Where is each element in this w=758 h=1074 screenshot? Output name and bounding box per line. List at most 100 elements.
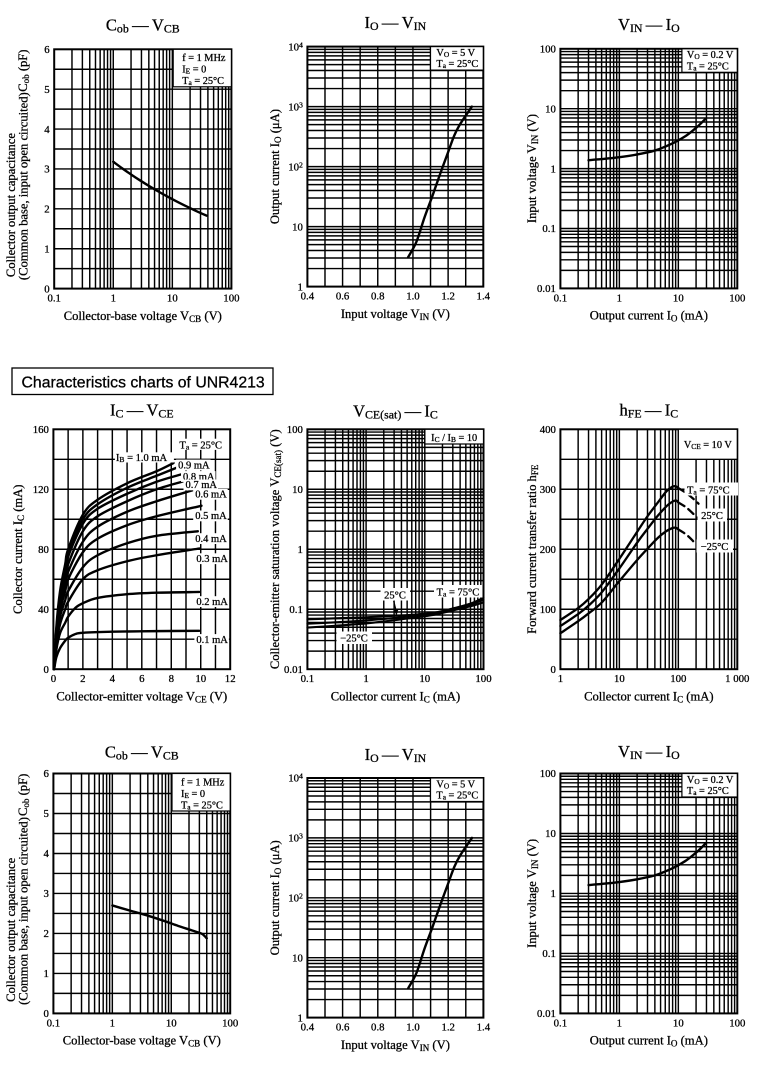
svg-text:5: 5 bbox=[43, 808, 48, 820]
svg-text:(Common base, input open circu: (Common base, input open circuited) bbox=[16, 92, 30, 280]
svg-text:100: 100 bbox=[222, 1017, 238, 1029]
svg-text:40: 40 bbox=[38, 604, 49, 616]
svg-text:IO — VIN: IO — VIN bbox=[365, 13, 427, 33]
svg-text:10: 10 bbox=[292, 484, 303, 496]
svg-text:VO = 5 V: VO = 5 V bbox=[436, 48, 475, 59]
svg-text:1: 1 bbox=[110, 1017, 115, 1029]
svg-text:3: 3 bbox=[44, 164, 49, 176]
svg-text:1: 1 bbox=[297, 544, 302, 556]
svg-text:hFE — IC: hFE — IC bbox=[620, 401, 679, 421]
svg-text:10: 10 bbox=[545, 828, 556, 840]
svg-text:100: 100 bbox=[223, 293, 239, 305]
svg-text:4: 4 bbox=[44, 124, 50, 136]
svg-text:120: 120 bbox=[33, 484, 49, 496]
svg-text:4: 4 bbox=[110, 673, 116, 685]
svg-text:10: 10 bbox=[292, 952, 303, 964]
svg-text:Forward current transfer ratio: Forward current transfer ratio hFE bbox=[525, 464, 540, 634]
svg-text:Collector-emitter voltage VCE: Collector-emitter voltage VCE (V) bbox=[56, 690, 227, 705]
svg-text:1: 1 bbox=[363, 673, 368, 685]
svg-text:Output current IO (μA): Output current IO (μA) bbox=[268, 840, 283, 955]
svg-text:6: 6 bbox=[139, 673, 145, 685]
svg-text:IC / IB = 10: IC / IB = 10 bbox=[431, 433, 477, 444]
svg-text:5: 5 bbox=[44, 84, 49, 96]
svg-text:100: 100 bbox=[670, 673, 686, 685]
svg-text:0.8: 0.8 bbox=[371, 291, 385, 303]
svg-text:0.9 mA: 0.9 mA bbox=[178, 460, 210, 471]
svg-text:300: 300 bbox=[540, 484, 556, 496]
svg-text:Output current IO (mA): Output current IO (mA) bbox=[590, 1034, 708, 1049]
svg-text:0.5 mA: 0.5 mA bbox=[195, 511, 227, 522]
svg-text:VIN — IO: VIN — IO bbox=[618, 15, 680, 35]
svg-text:2: 2 bbox=[43, 928, 48, 940]
svg-text:100: 100 bbox=[540, 768, 556, 780]
svg-text:0.6: 0.6 bbox=[336, 1022, 350, 1034]
svg-text:1.2: 1.2 bbox=[441, 291, 455, 303]
svg-text:100: 100 bbox=[475, 673, 491, 685]
svg-text:Collector output capacitance: Collector output capacitance bbox=[4, 133, 18, 277]
svg-text:−25°C: −25°C bbox=[340, 634, 368, 645]
svg-text:0.1: 0.1 bbox=[47, 293, 61, 305]
svg-text:10: 10 bbox=[419, 673, 430, 685]
svg-text:1.0: 1.0 bbox=[406, 1022, 420, 1034]
svg-text:10: 10 bbox=[292, 221, 303, 233]
svg-text:IO — VIN: IO — VIN bbox=[365, 745, 427, 765]
svg-text:160: 160 bbox=[33, 424, 49, 436]
svg-text:400: 400 bbox=[540, 424, 556, 436]
svg-text:VCE(sat) — IC: VCE(sat) — IC bbox=[353, 401, 438, 421]
svg-text:1: 1 bbox=[111, 293, 116, 305]
svg-text:6: 6 bbox=[44, 44, 50, 56]
svg-text:1: 1 bbox=[550, 163, 555, 175]
svg-text:8: 8 bbox=[169, 673, 174, 685]
svg-text:102: 102 bbox=[288, 160, 303, 173]
svg-text:Ta = 25°C: Ta = 25°C bbox=[687, 61, 729, 72]
svg-text:Collector current IC (mA): Collector current IC (mA) bbox=[331, 690, 461, 705]
svg-text:−25°C: −25°C bbox=[701, 542, 729, 553]
svg-text:0: 0 bbox=[550, 664, 555, 676]
svg-text:0.1: 0.1 bbox=[542, 948, 556, 960]
svg-text:Ta = 25°C: Ta = 25°C bbox=[436, 791, 478, 802]
svg-text:1: 1 bbox=[297, 1012, 302, 1024]
svg-text:10: 10 bbox=[673, 1017, 684, 1029]
svg-text:10: 10 bbox=[545, 103, 556, 115]
svg-text:Ta = 25°C: Ta = 25°C bbox=[181, 800, 223, 811]
svg-text:3: 3 bbox=[43, 888, 48, 900]
svg-text:0.4: 0.4 bbox=[301, 291, 315, 303]
svg-text:10: 10 bbox=[195, 673, 206, 685]
svg-text:100: 100 bbox=[540, 44, 556, 56]
svg-text:4: 4 bbox=[43, 848, 49, 860]
svg-text:0.1: 0.1 bbox=[289, 604, 303, 616]
svg-text:10: 10 bbox=[614, 673, 625, 685]
svg-text:Input voltage VIN (V): Input voltage VIN (V) bbox=[525, 114, 540, 223]
svg-text:Ta = 25°C: Ta = 25°C bbox=[182, 76, 224, 87]
svg-text:1 000: 1 000 bbox=[725, 673, 749, 685]
svg-text:0: 0 bbox=[51, 673, 56, 685]
svg-text:VCE = 10 V: VCE = 10 V bbox=[684, 440, 733, 451]
svg-text:0: 0 bbox=[44, 283, 49, 295]
svg-text:1.0: 1.0 bbox=[406, 291, 420, 303]
svg-text:104: 104 bbox=[288, 772, 303, 785]
svg-text:1.4: 1.4 bbox=[477, 291, 491, 303]
svg-text:Collector-base voltage VCB (: Collector-base voltage VCB (V) bbox=[64, 309, 222, 324]
svg-text:100: 100 bbox=[287, 424, 303, 436]
svg-text:Collector-base voltage VCB (: Collector-base voltage VCB (V) bbox=[63, 1034, 221, 1049]
svg-text:IE = 0: IE = 0 bbox=[182, 65, 206, 76]
svg-text:1: 1 bbox=[617, 1017, 622, 1029]
svg-text:Input voltage VIN (V): Input voltage VIN (V) bbox=[525, 839, 540, 948]
svg-text:0.1: 0.1 bbox=[554, 1017, 568, 1029]
svg-text:Collector-emitter saturation v: Collector-emitter saturation voltage VCE… bbox=[268, 429, 283, 669]
svg-text:0.1: 0.1 bbox=[301, 673, 315, 685]
svg-text:103: 103 bbox=[288, 832, 303, 845]
svg-text:6: 6 bbox=[43, 768, 49, 780]
svg-text:Cob — VCB: Cob — VCB bbox=[105, 742, 179, 762]
svg-text:1: 1 bbox=[297, 281, 302, 293]
svg-text:IE = 0: IE = 0 bbox=[181, 789, 205, 800]
svg-text:Output current IO (mA): Output current IO (mA) bbox=[590, 309, 708, 324]
svg-text:Cob (pF): Cob (pF) bbox=[16, 49, 31, 91]
svg-text:0.2 mA: 0.2 mA bbox=[196, 597, 228, 608]
svg-text:102: 102 bbox=[288, 891, 303, 904]
svg-text:Collector current IC (mA): Collector current IC (mA) bbox=[584, 690, 714, 705]
svg-text:Ta = 25°C: Ta = 25°C bbox=[436, 59, 478, 70]
svg-text:0.01: 0.01 bbox=[537, 1008, 556, 1020]
svg-text:IB = 1.0 mA: IB = 1.0 mA bbox=[116, 453, 168, 464]
svg-text:1.4: 1.4 bbox=[477, 1022, 491, 1034]
